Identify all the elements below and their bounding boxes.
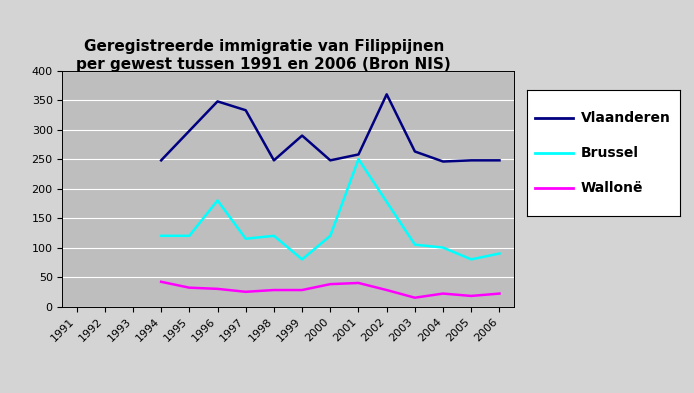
Brussel: [411, 242, 419, 247]
Vlaanderen: [157, 158, 165, 163]
Vlaanderen: [496, 158, 504, 163]
Vlaanderen: [439, 159, 447, 164]
Brussel: [298, 257, 306, 262]
Brussel: [270, 233, 278, 238]
Brussel: [157, 233, 165, 238]
Wallonë: [467, 294, 475, 298]
Wallonë: [355, 281, 363, 285]
Text: Geregistreerde immigratie van Filippijnen
per gewest tussen 1991 en 2006 (Bron N: Geregistreerde immigratie van Filippijne…: [76, 39, 451, 72]
Wallonë: [270, 288, 278, 292]
Brussel: [467, 257, 475, 262]
Text: Wallonë: Wallonë: [581, 182, 643, 195]
Wallonë: [439, 291, 447, 296]
Wallonë: [326, 282, 335, 286]
Line: Wallonë: Wallonë: [161, 282, 500, 298]
Wallonë: [382, 288, 391, 292]
Wallonë: [185, 285, 194, 290]
Line: Brussel: Brussel: [161, 159, 500, 259]
Vlaanderen: [355, 152, 363, 157]
Vlaanderen: [326, 158, 335, 163]
Wallonë: [157, 279, 165, 284]
Brussel: [355, 157, 363, 162]
Wallonë: [411, 296, 419, 300]
Brussel: [326, 233, 335, 238]
Brussel: [496, 251, 504, 256]
Vlaanderen: [242, 108, 250, 112]
Wallonë: [496, 291, 504, 296]
Wallonë: [298, 288, 306, 292]
Brussel: [439, 245, 447, 250]
Brussel: [213, 198, 221, 203]
Brussel: [242, 236, 250, 241]
Vlaanderen: [411, 149, 419, 154]
Vlaanderen: [467, 158, 475, 163]
Vlaanderen: [298, 133, 306, 138]
Brussel: [185, 233, 194, 238]
Text: Brussel: Brussel: [581, 146, 639, 160]
Vlaanderen: [213, 99, 221, 104]
Wallonë: [213, 286, 221, 291]
Vlaanderen: [270, 158, 278, 163]
Vlaanderen: [382, 92, 391, 97]
Line: Vlaanderen: Vlaanderen: [161, 94, 500, 162]
Text: Vlaanderen: Vlaanderen: [581, 111, 671, 125]
Wallonë: [242, 289, 250, 294]
